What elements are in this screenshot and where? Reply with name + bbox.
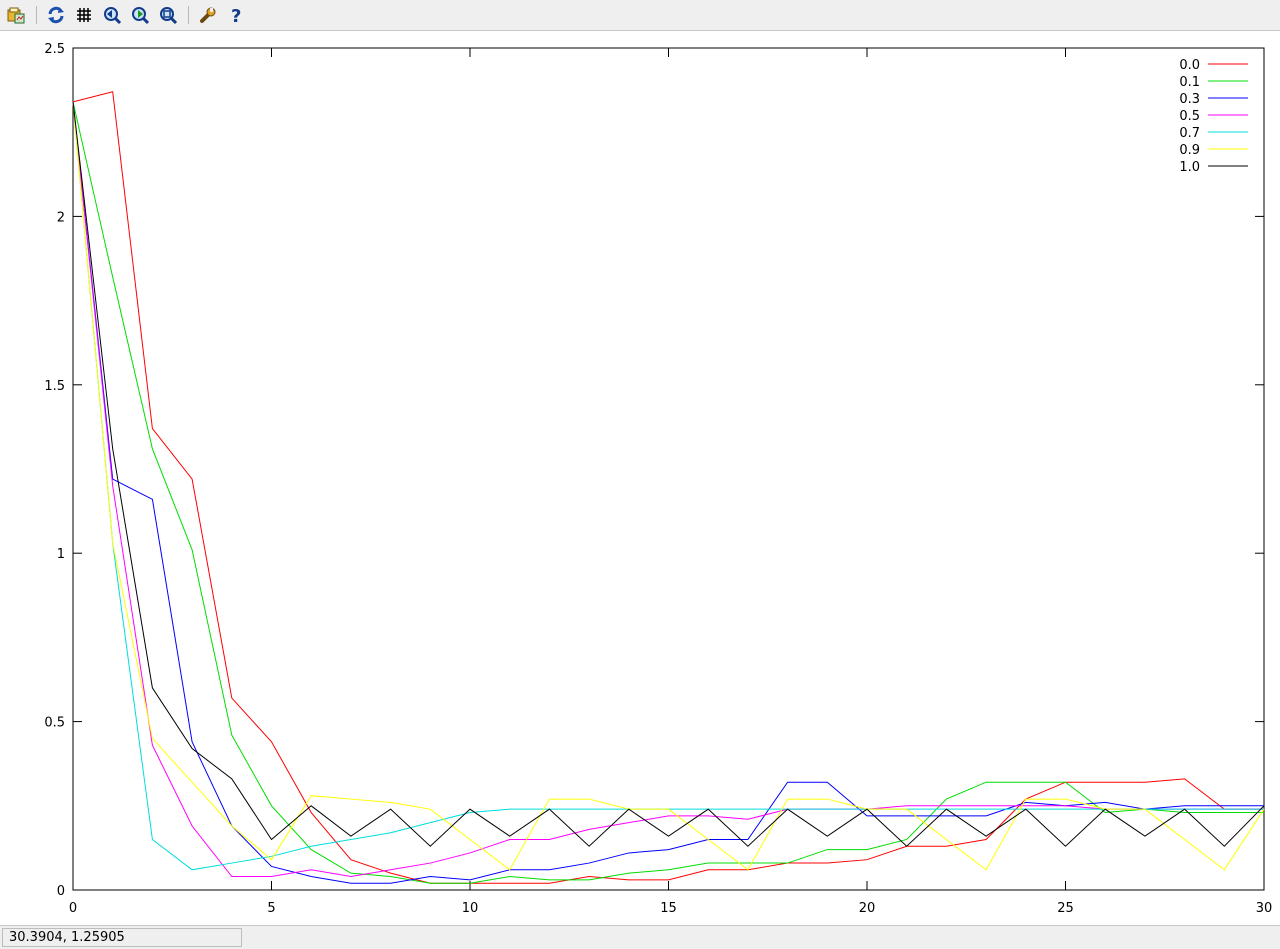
series-line-1.0 — [72, 101, 1265, 847]
legend-label: 0.5 — [1179, 109, 1200, 124]
legend-label: 0.7 — [1179, 126, 1200, 141]
y-tick-label: 1.5 — [44, 379, 65, 394]
legend-label: 0.3 — [1179, 92, 1200, 107]
coordinate-readout: 30.3904, 1.25905 — [2, 928, 242, 947]
series-line-0.3 — [72, 101, 1264, 884]
zoom-back-icon[interactable] — [100, 3, 124, 27]
y-tick-label: 0.5 — [44, 716, 65, 731]
y-tick-label: 0 — [57, 884, 65, 899]
plot-frame — [72, 47, 1265, 891]
line-chart[interactable]: 0 5 10 15 20 25 30 0 0.5 1 1.5 2 2.5 0.0 0.1 0.3 0.5 0.7 0… — [0, 32, 1280, 924]
settings-icon[interactable] — [196, 3, 220, 27]
x-tick-label: 5 — [267, 901, 275, 916]
y-tick-label: 2.5 — [44, 42, 65, 57]
unzoom-icon[interactable] — [156, 3, 180, 27]
series-line-0.1 — [72, 101, 1264, 884]
legend-label: 1.0 — [1179, 160, 1200, 175]
series-line-0.7 — [72, 101, 1264, 871]
series-line-0.9 — [72, 101, 1265, 871]
x-tick-label: 10 — [462, 901, 479, 916]
x-tick-label: 25 — [1057, 901, 1074, 916]
toolbar-separator — [188, 6, 189, 24]
y-tick-label: 1 — [57, 547, 65, 562]
toolbar-separator — [36, 6, 37, 24]
y-tick-label: 2 — [57, 210, 65, 225]
help-icon[interactable]: ? — [224, 3, 248, 27]
replot-icon[interactable] — [44, 3, 68, 27]
legend-label: 0.0 — [1179, 58, 1200, 73]
svg-text:?: ? — [231, 6, 241, 25]
legend-label: 0.9 — [1179, 143, 1200, 158]
status-bar: 30.3904, 1.25905 — [0, 925, 1280, 949]
x-tick-label: 15 — [660, 901, 677, 916]
series-line-0.0 — [72, 91, 1264, 884]
zoom-forward-icon[interactable] — [128, 3, 152, 27]
grid-icon[interactable] — [72, 3, 96, 27]
x-tick-label: 0 — [69, 901, 77, 916]
x-tick-label: 20 — [859, 901, 876, 916]
toolbar: ? — [0, 0, 1280, 31]
x-tick-label: 30 — [1256, 901, 1273, 916]
series-line-0.5 — [72, 101, 1264, 878]
export-icon[interactable] — [4, 3, 28, 27]
legend-label: 0.1 — [1179, 75, 1200, 90]
plot-area[interactable]: 0 5 10 15 20 25 30 0 0.5 1 1.5 2 2.5 0.0 0.1 0.3 0.5 0.7 0… — [0, 32, 1280, 924]
